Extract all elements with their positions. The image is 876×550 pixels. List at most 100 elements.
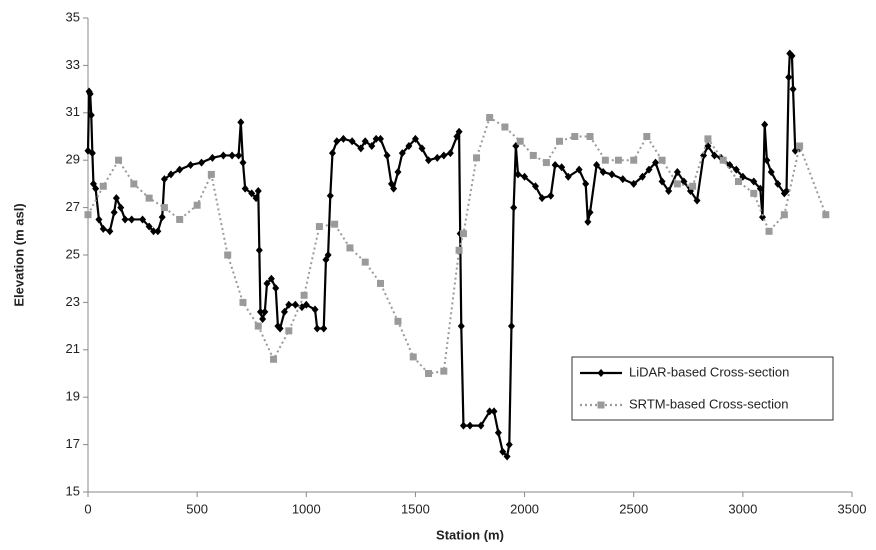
square-marker [331, 220, 339, 228]
diamond-marker [507, 322, 515, 331]
square-marker [597, 401, 605, 409]
diamond-marker [198, 158, 206, 167]
diamond-marker [645, 165, 653, 174]
diamond-marker [372, 134, 380, 143]
diamond-marker [575, 165, 583, 174]
diamond-marker [291, 300, 299, 309]
diamond-marker [673, 168, 681, 177]
square-marker [207, 170, 215, 178]
diamond-marker [630, 179, 638, 188]
diamond-marker [599, 168, 607, 177]
diamond-marker [486, 407, 494, 416]
diamond-marker [357, 144, 365, 153]
square-marker [440, 367, 448, 375]
diamond-marker [459, 421, 467, 430]
diamond-marker [176, 165, 184, 174]
x-tick-label: 1000 [292, 501, 321, 516]
square-marker [270, 355, 278, 363]
diamond-marker [154, 227, 162, 236]
diamond-marker [582, 179, 590, 188]
diamond-marker [608, 170, 616, 179]
square-marker [571, 133, 579, 140]
diamond-marker [256, 307, 264, 316]
square-marker [796, 142, 804, 150]
diamond-marker [390, 184, 398, 193]
square-marker [254, 322, 262, 330]
diamond-marker [732, 165, 740, 174]
square-marker [704, 135, 712, 143]
diamond-marker [187, 160, 195, 169]
diamond-marker [252, 194, 260, 203]
x-tick-label: 2500 [619, 501, 648, 516]
square-marker [455, 246, 463, 254]
y-tick-label: 31 [66, 104, 80, 119]
square-marker [473, 154, 481, 162]
legend-label: LiDAR-based Cross-section [629, 364, 789, 379]
diamond-marker [652, 158, 660, 167]
x-tick-label: 0 [84, 501, 91, 516]
y-tick-label: 25 [66, 246, 80, 261]
diamond-marker [139, 215, 147, 224]
square-marker [689, 182, 697, 190]
diamond-marker [455, 127, 463, 136]
diamond-marker [767, 168, 775, 177]
diamond-marker [322, 255, 330, 264]
diamond-marker [219, 151, 227, 160]
square-marker [315, 223, 323, 231]
diamond-marker [547, 191, 555, 200]
diamond-marker [564, 172, 572, 181]
diamond-marker [586, 208, 594, 217]
diamond-marker [361, 137, 369, 146]
diamond-marker [285, 300, 293, 309]
diamond-marker [208, 153, 216, 162]
square-marker [99, 182, 107, 190]
diamond-marker [92, 184, 100, 193]
square-marker [115, 156, 123, 164]
diamond-marker [121, 215, 129, 224]
diamond-marker [339, 134, 347, 143]
diamond-marker [311, 305, 319, 314]
diamond-marker [276, 324, 284, 333]
square-marker [750, 189, 758, 197]
diamond-marker [99, 224, 107, 233]
diamond-marker [259, 314, 267, 323]
diamond-marker [254, 187, 262, 196]
y-tick-label: 29 [66, 152, 80, 167]
square-marker [614, 156, 622, 164]
diamond-marker [538, 194, 546, 203]
y-tick-label: 23 [66, 294, 80, 309]
diamond-marker [457, 322, 465, 331]
diamond-marker [514, 170, 522, 179]
diamond-marker [158, 213, 166, 222]
diamond-marker [263, 279, 271, 288]
diamond-marker [267, 274, 275, 283]
diamond-marker [237, 118, 245, 127]
square-marker [285, 327, 293, 335]
diamond-marker [710, 151, 718, 160]
diamond-marker [333, 137, 341, 146]
legend-box [571, 356, 834, 421]
square-marker [160, 204, 168, 212]
diamond-marker [593, 160, 601, 169]
diamond-marker [597, 369, 605, 377]
square-marker [486, 114, 494, 122]
diamond-marker [228, 151, 236, 160]
x-axis-label: Station (m) [436, 527, 504, 542]
diamond-marker [405, 141, 413, 150]
diamond-marker [302, 300, 310, 309]
diamond-marker [160, 175, 168, 184]
diamond-marker [756, 184, 764, 193]
diamond-marker [477, 421, 485, 430]
x-tick-label: 1500 [401, 501, 430, 516]
x-tick-label: 500 [186, 501, 208, 516]
diamond-marker [619, 175, 627, 184]
diamond-marker [248, 189, 256, 198]
square-marker [630, 156, 638, 164]
diamond-marker [750, 177, 758, 186]
diamond-marker [558, 163, 566, 172]
diamond-marker [638, 172, 646, 181]
y-tick-label: 35 [66, 9, 80, 24]
square-marker [734, 178, 742, 186]
diamond-marker [324, 251, 332, 259]
